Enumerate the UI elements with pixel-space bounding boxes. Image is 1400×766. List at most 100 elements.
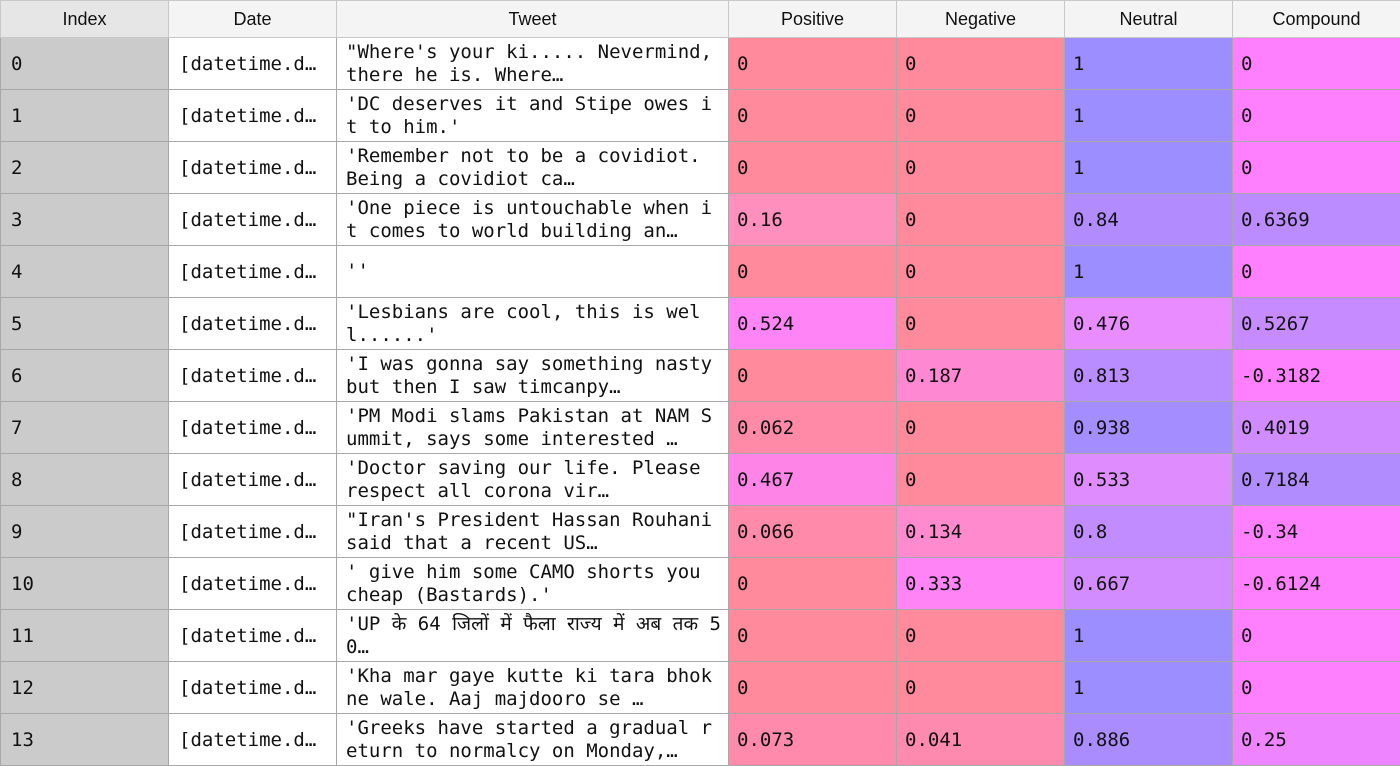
neutral-cell[interactable]: 0.476 [1065,298,1233,350]
table-row[interactable]: 6[datetime.d…'I was gonna say something … [1,350,1400,402]
negative-cell[interactable]: 0.333 [897,558,1065,610]
tweet-cell[interactable]: ' give him some CAMO shorts you cheap (B… [337,558,729,610]
positive-cell[interactable]: 0 [729,90,897,142]
positive-cell[interactable]: 0.467 [729,454,897,506]
table-row[interactable]: 0[datetime.d…"Where's your ki..... Never… [1,38,1400,90]
neutral-cell[interactable]: 0.813 [1065,350,1233,402]
positive-cell[interactable]: 0.073 [729,714,897,766]
tweet-cell[interactable]: 'DC deserves it and Stipe owes it to him… [337,90,729,142]
row-index-cell[interactable]: 13 [1,714,169,766]
negative-cell[interactable]: 0 [897,142,1065,194]
compound-cell[interactable]: 0.7184 [1233,454,1400,506]
positive-cell[interactable]: 0 [729,350,897,402]
negative-cell[interactable]: 0.041 [897,714,1065,766]
column-header-index[interactable]: Index [1,1,169,38]
compound-cell[interactable]: 0.4019 [1233,402,1400,454]
compound-cell[interactable]: 0 [1233,662,1400,714]
table-row[interactable]: 13[datetime.d…'Greeks have started a gra… [1,714,1400,766]
negative-cell[interactable]: 0 [897,194,1065,246]
column-header-positive[interactable]: Positive [729,1,897,38]
compound-cell[interactable]: 0 [1233,38,1400,90]
table-row[interactable]: 12[datetime.d…'Kha mar gaye kutte ki tar… [1,662,1400,714]
negative-cell[interactable]: 0.134 [897,506,1065,558]
compound-cell[interactable]: -0.34 [1233,506,1400,558]
compound-cell[interactable]: 0.5267 [1233,298,1400,350]
tweet-cell[interactable]: 'Lesbians are cool, this is well......' [337,298,729,350]
negative-cell[interactable]: 0 [897,610,1065,662]
neutral-cell[interactable]: 1 [1065,38,1233,90]
column-header-tweet[interactable]: Tweet [337,1,729,38]
tweet-cell[interactable]: 'PM Modi slams Pakistan at NAM Summit, s… [337,402,729,454]
table-row[interactable]: 1[datetime.d…'DC deserves it and Stipe o… [1,90,1400,142]
positive-cell[interactable]: 0 [729,662,897,714]
neutral-cell[interactable]: 0.8 [1065,506,1233,558]
negative-cell[interactable]: 0 [897,298,1065,350]
negative-cell[interactable]: 0.187 [897,350,1065,402]
neutral-cell[interactable]: 0.533 [1065,454,1233,506]
date-cell[interactable]: [datetime.d… [169,350,337,402]
table-row[interactable]: 8[datetime.d…'Doctor saving our life. Pl… [1,454,1400,506]
positive-cell[interactable]: 0.062 [729,402,897,454]
neutral-cell[interactable]: 0.886 [1065,714,1233,766]
row-index-cell[interactable]: 9 [1,506,169,558]
row-index-cell[interactable]: 11 [1,610,169,662]
row-index-cell[interactable]: 0 [1,38,169,90]
table-row[interactable]: 11[datetime.d…'UP के 64 जिलों में फैला र… [1,610,1400,662]
tweet-cell[interactable]: 'I was gonna say something nasty but the… [337,350,729,402]
negative-cell[interactable]: 0 [897,454,1065,506]
table-row[interactable]: 10[datetime.d…' give him some CAMO short… [1,558,1400,610]
tweet-cell[interactable]: 'One piece is untouchable when it comes … [337,194,729,246]
table-row[interactable]: 9[datetime.d…"Iran's President Hassan Ro… [1,506,1400,558]
positive-cell[interactable]: 0 [729,246,897,298]
row-index-cell[interactable]: 7 [1,402,169,454]
date-cell[interactable]: [datetime.d… [169,610,337,662]
compound-cell[interactable]: 0 [1233,142,1400,194]
date-cell[interactable]: [datetime.d… [169,558,337,610]
compound-cell[interactable]: 0 [1233,246,1400,298]
positive-cell[interactable]: 0.066 [729,506,897,558]
positive-cell[interactable]: 0 [729,610,897,662]
neutral-cell[interactable]: 0.84 [1065,194,1233,246]
negative-cell[interactable]: 0 [897,402,1065,454]
tweet-cell[interactable]: '' [337,246,729,298]
tweet-cell[interactable]: 'Remember not to be a covidiot. Being a … [337,142,729,194]
date-cell[interactable]: [datetime.d… [169,38,337,90]
compound-cell[interactable]: 0.6369 [1233,194,1400,246]
date-cell[interactable]: [datetime.d… [169,298,337,350]
row-index-cell[interactable]: 4 [1,246,169,298]
compound-cell[interactable]: -0.6124 [1233,558,1400,610]
date-cell[interactable]: [datetime.d… [169,142,337,194]
row-index-cell[interactable]: 2 [1,142,169,194]
positive-cell[interactable]: 0 [729,38,897,90]
positive-cell[interactable]: 0 [729,142,897,194]
table-row[interactable]: 2[datetime.d…'Remember not to be a covid… [1,142,1400,194]
date-cell[interactable]: [datetime.d… [169,454,337,506]
tweet-cell[interactable]: 'Greeks have started a gradual return to… [337,714,729,766]
tweet-cell[interactable]: "Where's your ki..... Nevermind, there h… [337,38,729,90]
tweet-cell[interactable]: 'Doctor saving our life. Please respect … [337,454,729,506]
table-row[interactable]: 5[datetime.d…'Lesbians are cool, this is… [1,298,1400,350]
compound-cell[interactable]: 0 [1233,90,1400,142]
negative-cell[interactable]: 0 [897,246,1065,298]
row-index-cell[interactable]: 12 [1,662,169,714]
neutral-cell[interactable]: 1 [1065,610,1233,662]
positive-cell[interactable]: 0.16 [729,194,897,246]
negative-cell[interactable]: 0 [897,38,1065,90]
column-header-negative[interactable]: Negative [897,1,1065,38]
compound-cell[interactable]: 0.25 [1233,714,1400,766]
row-index-cell[interactable]: 10 [1,558,169,610]
table-row[interactable]: 7[datetime.d…'PM Modi slams Pakistan at … [1,402,1400,454]
neutral-cell[interactable]: 0.667 [1065,558,1233,610]
negative-cell[interactable]: 0 [897,662,1065,714]
column-header-compound[interactable]: Compound [1233,1,1400,38]
compound-cell[interactable]: -0.3182 [1233,350,1400,402]
compound-cell[interactable]: 0 [1233,610,1400,662]
column-header-neutral[interactable]: Neutral [1065,1,1233,38]
date-cell[interactable]: [datetime.d… [169,662,337,714]
tweet-cell[interactable]: 'UP के 64 जिलों में फैला राज्य में अब तक… [337,610,729,662]
neutral-cell[interactable]: 1 [1065,246,1233,298]
column-header-date[interactable]: Date [169,1,337,38]
date-cell[interactable]: [datetime.d… [169,402,337,454]
row-index-cell[interactable]: 1 [1,90,169,142]
